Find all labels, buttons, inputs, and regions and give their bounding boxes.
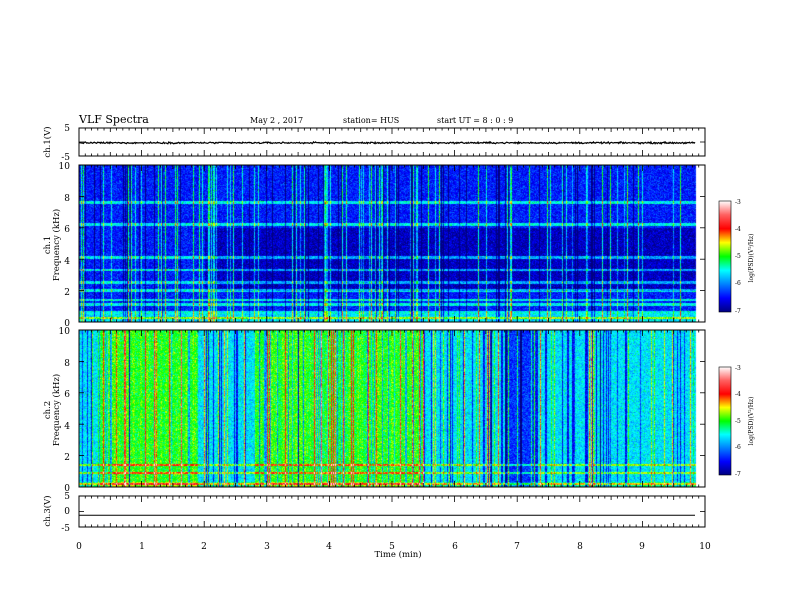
ch1-spectrogram-frame	[78, 164, 706, 323]
ch1-voltage-trace	[78, 140, 696, 146]
xtick-5: 5	[389, 542, 395, 552]
ch2-spectrogram-heatmap	[79, 330, 705, 487]
station-label: station= HUS	[343, 116, 399, 125]
colorbar-ch2: -3 -4 -5 -6 -7 log(PSD)(V²/Hz)	[718, 365, 755, 478]
cb2-tick-m7: -7	[735, 471, 741, 478]
ch1-ytick-4: 4	[64, 257, 70, 267]
ch2-spectrogram-frame	[78, 329, 706, 488]
ch2-ytick-2: 2	[64, 453, 70, 463]
ch2-ytick-10: 10	[59, 327, 71, 337]
xtick-10: 10	[699, 542, 711, 552]
cb2-tick-m5: -5	[735, 418, 741, 425]
colorbar-ch1-bar	[718, 200, 732, 313]
colorbar-ch1: -3 -4 -5 -6 -7 log(PSD)(V²/Hz)	[718, 199, 755, 315]
ch3-ytick-middle: 0	[64, 507, 70, 517]
time-axis: 0 1 2 3 4 5 6 7 8 9 10	[76, 542, 711, 552]
ch2-ytick-6: 6	[64, 390, 70, 400]
start-time-label: start UT = 8 : 0 : 9	[437, 116, 513, 125]
xtick-1: 1	[139, 542, 145, 552]
ch1-spectrogram-heatmap	[79, 165, 705, 322]
cb1-tick-m6: -6	[735, 280, 741, 287]
ch1-frequency-ylabel: Frequency (kHz)	[51, 209, 62, 281]
ch1-ytick-bottom: -5	[61, 153, 70, 163]
ch1-ytick-top: 5	[64, 124, 70, 134]
ch1-ytick-6: 6	[64, 225, 70, 235]
cb2-tick-m6: -6	[735, 444, 741, 451]
ch2-spectrogram-panel: 0 2 4 6 8 10 ch.2 Frequency (kHz)	[43, 327, 706, 494]
xtick-6: 6	[452, 542, 458, 552]
cb1-tick-m7: -7	[735, 308, 741, 315]
ch3-ytick-top: 5	[64, 492, 70, 502]
ch1-spectrogram-panel: 0 2 4 6 8 10 ch.1 Frequency (kHz)	[43, 162, 706, 329]
ch1-spectrogram-yticks: 0 2 4 6 8 10	[59, 162, 71, 329]
colorbar-ch2-bar	[718, 366, 732, 476]
cb2-tick-m3: -3	[735, 365, 741, 372]
ch2-spectrogram-yticks: 0 2 4 6 8 10	[59, 327, 71, 494]
time-axis-label: Time (min)	[374, 549, 421, 560]
xtick-9: 9	[639, 542, 645, 552]
ch1-voltage-ylabel: ch.1(V)	[42, 126, 53, 157]
ch3-voltage-frame	[78, 495, 706, 528]
cb1-tick-m3: -3	[735, 199, 741, 206]
ch1-voltage-panel: 5 -5 ch.1(V)	[42, 124, 706, 163]
ch1-ytick-8: 8	[64, 194, 70, 204]
xtick-8: 8	[577, 542, 583, 552]
ch1-spectrogram-ylabel: ch.1	[43, 236, 53, 254]
xtick-7: 7	[514, 542, 520, 552]
xtick-4: 4	[326, 542, 332, 552]
ch2-ytick-0: 0	[64, 484, 70, 494]
date-label: May 2 , 2017	[250, 116, 303, 125]
cb2-tick-m4: -4	[735, 391, 741, 398]
xtick-2: 2	[201, 542, 207, 552]
ch1-ytick-0: 0	[64, 319, 70, 329]
ch2-frequency-ylabel: Frequency (kHz)	[51, 374, 62, 446]
colorbar-ch1-label: log(PSD)(V²/Hz)	[748, 234, 755, 283]
colorbar-ch2-label: log(PSD)(V²/Hz)	[748, 397, 755, 446]
ch3-voltage-panel: 5 0 -5 ch.3(V)	[42, 492, 706, 534]
ch3-voltage-ylabel: ch.3(V)	[42, 495, 53, 526]
ch1-ytick-2: 2	[64, 288, 70, 298]
ch3-ytick-bottom: -5	[61, 524, 70, 534]
ch2-ytick-4: 4	[64, 422, 70, 432]
figure-title: VLF Spectra	[78, 113, 149, 126]
ch3-voltage-ticks	[78, 495, 706, 528]
xtick-0: 0	[76, 542, 82, 552]
ch1-ytick-10: 10	[59, 162, 71, 172]
ch1-voltage-frame	[78, 127, 706, 157]
ch2-ytick-8: 8	[64, 359, 70, 369]
ch2-spectrogram-ylabel: ch.2	[43, 401, 53, 419]
cb1-tick-m5: -5	[735, 253, 741, 260]
cb1-tick-m4: -4	[735, 226, 741, 233]
xtick-3: 3	[264, 542, 270, 552]
